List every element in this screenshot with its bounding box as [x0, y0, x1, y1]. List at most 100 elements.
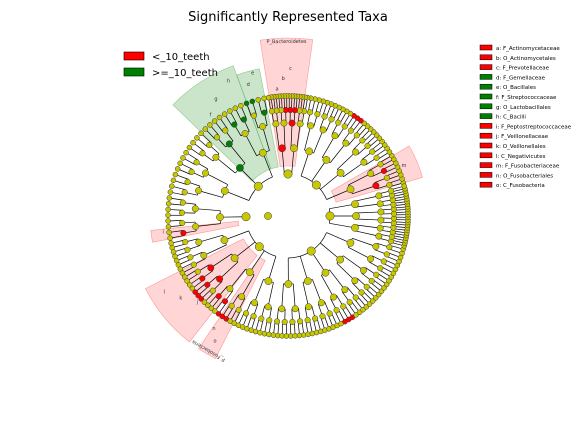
taxon-node [190, 261, 197, 268]
key-swatch [479, 181, 493, 188]
taxon-node [249, 98, 256, 105]
taxon-node [319, 313, 326, 320]
taxon-node [314, 111, 321, 118]
clade-highlight [150, 220, 240, 243]
taxon-node [333, 307, 340, 314]
taxon-node [213, 134, 221, 141]
taxon-node [377, 161, 384, 168]
tree-edge [343, 161, 365, 177]
taxon-node [330, 293, 338, 301]
legend-swatch-low [123, 51, 145, 61]
sector-letter: a [275, 86, 278, 92]
taxon-node [351, 200, 359, 209]
tree-edge [228, 143, 246, 164]
taxon-node [228, 302, 235, 309]
taxon-node [231, 121, 238, 128]
taxon-node [283, 169, 293, 179]
tree-edge [219, 261, 239, 280]
taxon-node [241, 130, 249, 137]
taxon-node [347, 127, 354, 134]
taxon-node [363, 283, 370, 290]
key-label: i: F_Peptostreptococcaceae [496, 124, 572, 130]
tree-edge [205, 172, 228, 185]
taxon-node [250, 313, 257, 320]
taxon-node [272, 120, 280, 128]
key-label: f: F_Streptococcaceae [496, 95, 557, 101]
legend-label-high: >=_10_teeth [152, 68, 218, 79]
taxon-node [221, 298, 229, 305]
tree-edge [329, 269, 346, 290]
taxon-node [190, 139, 196, 146]
tree-edge [304, 125, 311, 151]
taxon-node [261, 109, 268, 116]
taxon-node [380, 258, 387, 265]
taxon-node [266, 317, 273, 324]
tree-edge [302, 282, 309, 307]
key-swatch [479, 64, 493, 70]
taxon-node [200, 252, 208, 259]
taxon-node [352, 212, 360, 220]
taxon-node [227, 108, 233, 114]
taxon-node [296, 318, 304, 325]
taxon-node [193, 159, 200, 166]
key-label: k: O_Veillonellales [496, 144, 546, 150]
tree-edge [283, 123, 286, 149]
tree-edge [355, 224, 381, 229]
taxon-node [264, 277, 273, 285]
group-legend: <_10_teeth >=_10_teeth [123, 51, 218, 79]
tree-edge [290, 123, 293, 149]
taxon-node [216, 213, 224, 222]
tree-edge [292, 283, 296, 309]
tree-edge [319, 242, 341, 260]
tree-edge [313, 129, 324, 154]
taxon-node [240, 116, 247, 123]
taxon-node [184, 278, 190, 284]
key-swatch [479, 54, 493, 61]
taxon-node [220, 187, 229, 195]
taxon-node [346, 239, 355, 247]
taxon-node [189, 285, 196, 292]
taxon-node [259, 123, 267, 130]
taxon-node [373, 271, 380, 278]
taxon-node [336, 169, 345, 177]
sector-letter: h [227, 79, 230, 85]
sector-letter: e [251, 70, 254, 76]
taxon-node [383, 174, 390, 181]
key-label: h: C_Bacilli [496, 115, 526, 121]
tree-edge [195, 208, 221, 212]
taxon-node [191, 205, 199, 213]
root-node [264, 212, 272, 220]
taxon-node [198, 130, 204, 137]
taxon-node [290, 144, 298, 153]
taxon-node [180, 155, 186, 161]
taxon-node [181, 274, 188, 280]
taxon-node [243, 310, 250, 317]
key-swatch [479, 44, 493, 51]
taxon-node [351, 277, 359, 285]
tree-edge [288, 232, 327, 259]
sector-letter: i [163, 230, 164, 236]
taxon-node [289, 318, 296, 325]
taxon-node [346, 185, 355, 194]
taxon-node [235, 306, 242, 313]
tree-edge [224, 190, 250, 201]
sector-letter: d [247, 82, 250, 88]
taxon-node [328, 116, 335, 123]
tree-edge [326, 188, 351, 200]
tree-edge [355, 211, 381, 214]
taxon-node [340, 303, 347, 310]
taxon-node [335, 119, 342, 126]
tree-edge [229, 268, 246, 289]
clade-label: P_Bacteroidetes [266, 39, 307, 45]
taxon-node [373, 154, 380, 161]
tree-edge [198, 190, 223, 198]
taxon-node [166, 195, 173, 201]
taxon-node [206, 141, 213, 149]
taxon-node [367, 170, 375, 177]
taxon-node [401, 183, 407, 189]
taxon-node [204, 281, 211, 288]
taxon-node [222, 127, 229, 134]
taxon-node [225, 140, 233, 148]
taxon-node [182, 238, 189, 246]
key-swatch [479, 152, 493, 159]
